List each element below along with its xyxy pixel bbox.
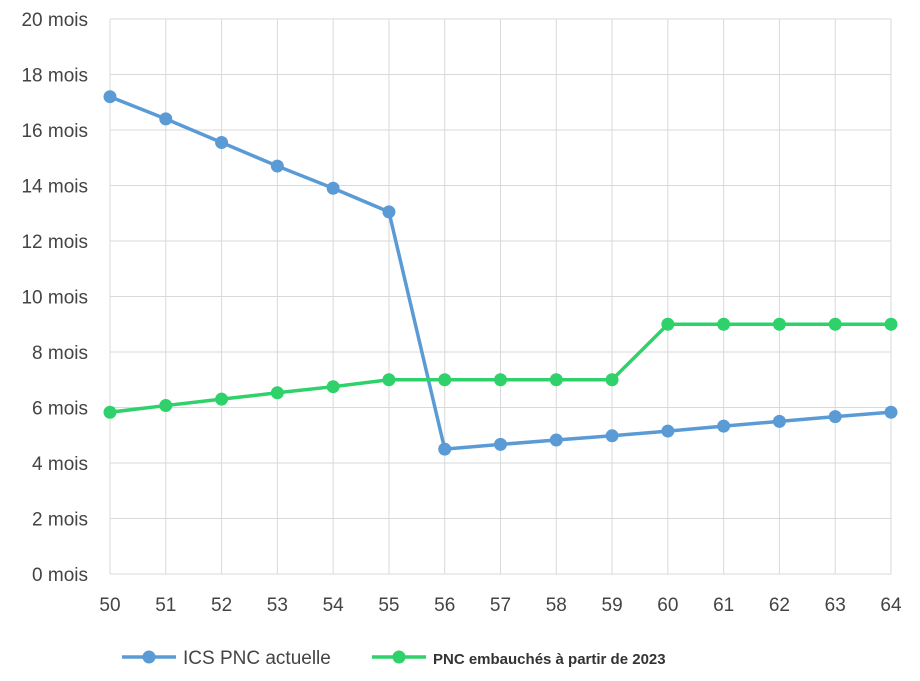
data-point [717,317,731,331]
data-point [270,159,284,173]
data-point [772,414,786,428]
data-point [159,399,173,413]
legend: ICS PNC actuelle PNC embauchés à partir d… [122,648,666,669]
x-tick-label: 56 [434,595,455,616]
legend-item-1: ICS PNC actuelle [122,648,331,669]
data-point [605,429,619,443]
legend-swatch-marker [142,650,156,664]
legend-label: PNC embauchés à partir de 2023 [433,651,666,668]
y-tick-label: 6 mois [32,399,88,420]
data-point [884,405,898,419]
y-tick-label: 0 mois [32,565,88,586]
data-point [494,437,507,451]
data-point [103,90,117,104]
data-point [326,181,340,195]
y-tick-label: 2 mois [32,510,88,531]
series-lines [103,90,898,456]
data-point [772,317,786,331]
x-axis-ticks: 50 51 52 53 54 55 56 57 58 59 60 61 62 63 64 [99,595,902,616]
x-tick-label: 50 [99,595,120,616]
x-tick-label: 59 [602,595,623,616]
x-tick-label: 58 [546,595,567,616]
x-tick-label: 52 [211,595,232,616]
x-tick-label: 62 [769,595,790,616]
gridlines [109,18,892,575]
y-tick-label: 8 mois [32,343,88,364]
y-tick-label: 20 mois [21,10,88,31]
data-point [215,392,229,406]
y-axis-ticks: 0 mois 2 mois 4 mois 6 mois 8 mois 10 mois 12 … [21,10,88,586]
data-point [382,373,396,387]
y-tick-label: 10 mois [21,288,88,309]
data-point [549,373,563,387]
x-tick-label: 55 [378,595,399,616]
data-point [326,380,340,394]
data-point [159,112,173,126]
legend-label: ICS PNC actuelle [183,648,331,669]
data-point [382,205,396,219]
data-point [494,373,507,387]
legend-swatch-marker [392,650,406,664]
x-tick-label: 53 [267,595,288,616]
data-point [717,419,731,433]
x-tick-label: 54 [323,595,345,616]
data-point [605,373,619,387]
y-tick-label: 12 mois [21,232,88,253]
y-tick-label: 16 mois [21,121,88,142]
series-1 [103,90,898,456]
y-tick-label: 14 mois [21,177,88,198]
y-tick-label: 4 mois [32,454,88,475]
x-tick-label: 61 [713,595,734,616]
legend-item-2: PNC embauchés à partir de 2023 [372,650,666,668]
x-tick-label: 60 [657,595,678,616]
data-point [661,317,675,331]
data-point [661,424,675,438]
x-tick-label: 64 [880,595,902,616]
data-point [438,373,452,387]
x-tick-label: 51 [155,595,176,616]
y-tick-label: 18 mois [21,66,88,87]
x-tick-label: 63 [825,595,846,616]
data-point [215,135,229,149]
series-2 [103,317,898,419]
data-point [828,410,842,424]
x-tick-label: 57 [490,595,511,616]
data-point [103,405,117,419]
data-point [549,433,563,447]
data-point [270,386,284,400]
data-point [438,442,452,456]
data-point [884,317,898,331]
data-point [828,317,842,331]
